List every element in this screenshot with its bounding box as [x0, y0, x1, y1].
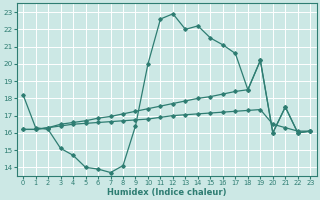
X-axis label: Humidex (Indice chaleur): Humidex (Indice chaleur): [107, 188, 227, 197]
